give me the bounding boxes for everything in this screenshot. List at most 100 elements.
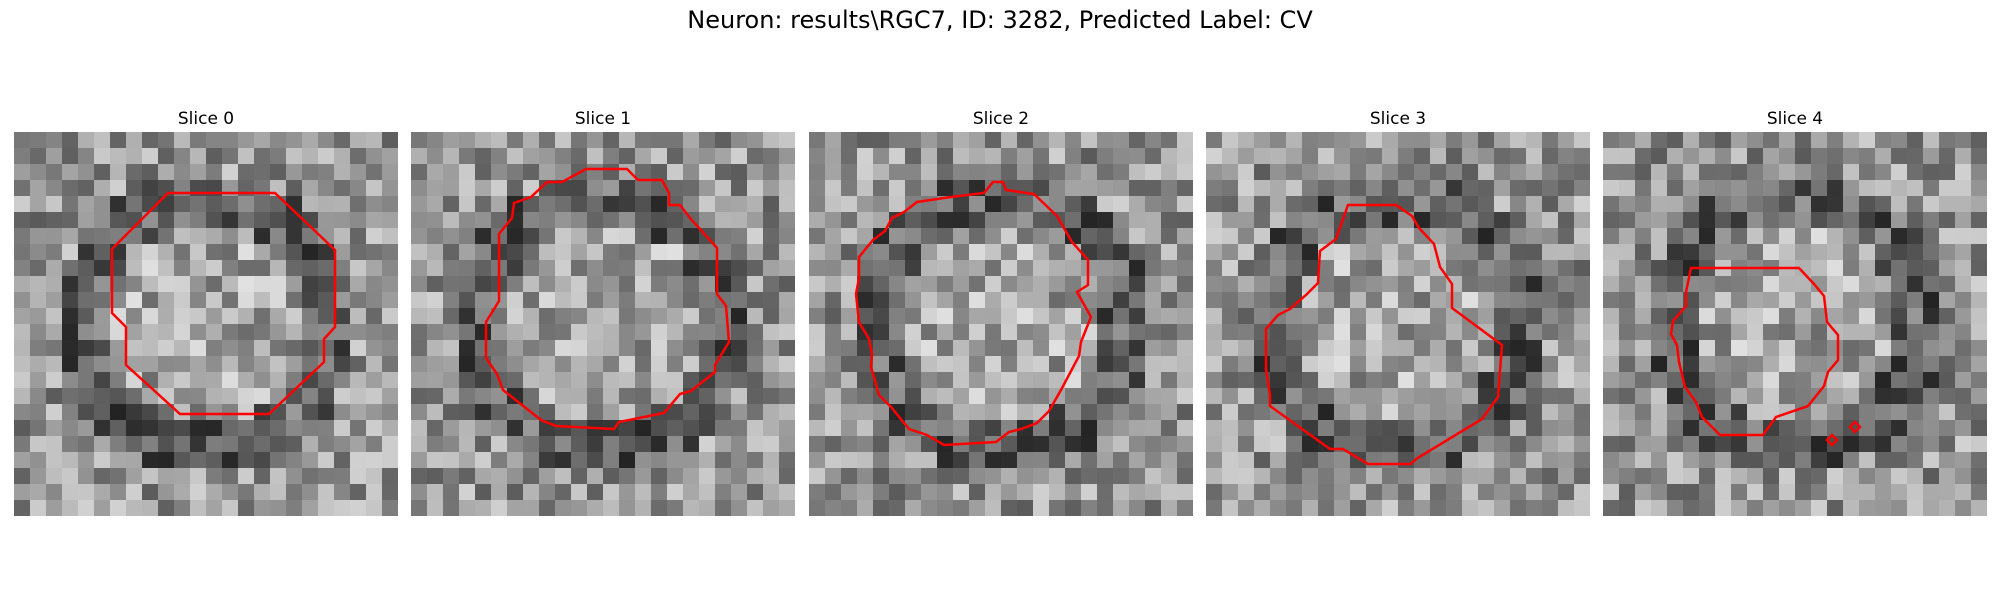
pixel-cell — [921, 500, 938, 516]
pixel-cell — [1651, 484, 1668, 501]
pixel-cell — [366, 404, 383, 421]
pixel-cell — [1619, 308, 1636, 325]
pixel-cell — [809, 196, 826, 213]
pixel-cell — [1129, 276, 1146, 293]
pixel-cell — [350, 324, 367, 341]
pixel-cell — [779, 292, 795, 309]
pixel-cell — [1001, 196, 1018, 213]
pixel-cell — [1129, 468, 1146, 485]
pixel-cell — [1955, 356, 1972, 373]
pixel-cell — [1398, 468, 1415, 485]
pixel-cell — [427, 308, 444, 325]
pixel-cell — [1891, 308, 1908, 325]
pixel-cell — [1350, 132, 1367, 149]
pixel-cell — [1478, 260, 1495, 277]
pixel-cell — [142, 420, 159, 437]
pixel-cell — [1699, 388, 1716, 405]
pixel-cell — [334, 212, 351, 229]
pixel-cell — [731, 308, 748, 325]
pixel-cell — [1619, 180, 1636, 197]
pixel-cell — [779, 484, 795, 501]
pixel-cell — [142, 164, 159, 181]
pixel-cell — [1350, 372, 1367, 389]
pixel-cell — [825, 164, 842, 181]
pixel-cell — [731, 452, 748, 469]
pixel-cell — [1747, 452, 1764, 469]
pixel-cell — [334, 244, 351, 261]
pixel-cell — [587, 324, 604, 341]
pixel-cell — [667, 420, 684, 437]
pixel-cell — [905, 436, 922, 453]
pixel-cell — [1286, 484, 1303, 501]
pixel-cell — [1270, 292, 1287, 309]
pixel-cell — [747, 308, 764, 325]
pixel-cell — [1875, 484, 1892, 501]
pixel-cell — [142, 468, 159, 485]
pixel-cell — [539, 356, 556, 373]
pixel-cell — [1843, 468, 1860, 485]
pixel-cell — [841, 484, 858, 501]
pixel-cell — [238, 260, 255, 277]
pixel-cell — [905, 148, 922, 165]
pixel-cell — [1747, 420, 1764, 437]
pixel-cell — [366, 148, 383, 165]
pixel-cell — [1811, 452, 1828, 469]
pixel-cell — [985, 340, 1002, 357]
pixel-cell — [683, 260, 700, 277]
pixel-cell — [1526, 308, 1543, 325]
pixel-cell — [1715, 468, 1732, 485]
pixel-cell — [1510, 308, 1527, 325]
pixel-cell — [238, 292, 255, 309]
pixel-cell — [302, 484, 319, 501]
pixel-cell — [1081, 452, 1098, 469]
pixel-cell — [1875, 244, 1892, 261]
pixel-cell — [1939, 244, 1956, 261]
pixel-cell — [206, 308, 223, 325]
pixel-cell — [254, 292, 271, 309]
pixel-cell — [1574, 436, 1590, 453]
pixel-cell — [1430, 212, 1447, 229]
pixel-cell — [921, 228, 938, 245]
pixel-cell — [62, 452, 79, 469]
pixel-cell — [1795, 244, 1812, 261]
pixel-cell — [78, 388, 95, 405]
pixel-cell — [587, 196, 604, 213]
pixel-cell — [731, 164, 748, 181]
small-contour-b — [1848, 420, 1862, 434]
pixel-cell — [1827, 148, 1844, 165]
pixel-cell — [1334, 420, 1351, 437]
pixel-cell — [1334, 372, 1351, 389]
pixel-cell — [1206, 484, 1223, 501]
pixel-cell — [1350, 468, 1367, 485]
pixel-cell — [1715, 276, 1732, 293]
pixel-cell — [1859, 260, 1876, 277]
pixel-cell — [715, 164, 732, 181]
pixel-cell — [1779, 196, 1796, 213]
pixel-cell — [651, 388, 668, 405]
pixel-cell — [1001, 452, 1018, 469]
pixel-cell — [1683, 404, 1700, 421]
pixel-cell — [62, 196, 79, 213]
pixel-cell — [1651, 276, 1668, 293]
pixel-cell — [937, 340, 954, 357]
pixel-cell — [94, 196, 111, 213]
pixel-cell — [1145, 420, 1162, 437]
pixel-cell — [1033, 468, 1050, 485]
pixel-cell — [1603, 468, 1620, 485]
pixel-cell — [1113, 164, 1130, 181]
pixel-cell — [94, 372, 111, 389]
pixel-cell — [889, 148, 906, 165]
pixel-cell — [491, 356, 508, 373]
pixel-cell — [731, 148, 748, 165]
pixel-cell — [382, 356, 398, 373]
pixel-cell — [1619, 468, 1636, 485]
pixel-cell — [222, 244, 239, 261]
pixel-cell — [1494, 244, 1511, 261]
pixel-cell — [1446, 500, 1463, 516]
pixel-cell — [1971, 180, 1987, 197]
pixel-cell — [587, 244, 604, 261]
pixel-cell — [142, 244, 159, 261]
pixel-cell — [539, 148, 556, 165]
pixel-cell — [78, 244, 95, 261]
pixel-cell — [539, 484, 556, 501]
